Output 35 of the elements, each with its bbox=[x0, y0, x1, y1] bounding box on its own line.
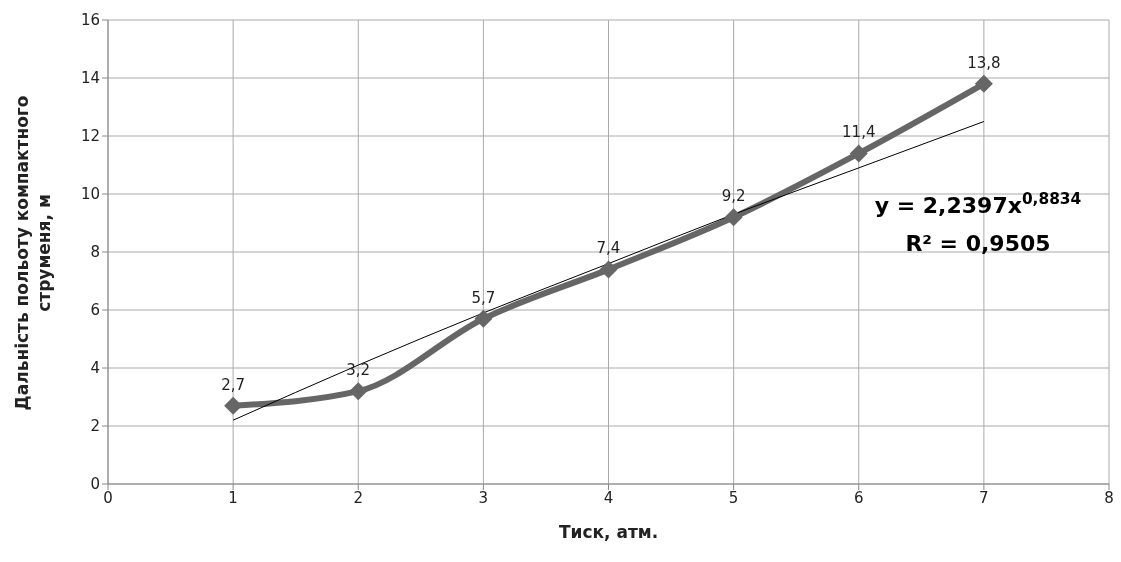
x-tick-label: 7 bbox=[979, 488, 989, 507]
y-tick-label: 0 bbox=[90, 475, 100, 494]
x-tick-label: 8 bbox=[1104, 488, 1114, 507]
data-label: 7,4 bbox=[596, 239, 621, 258]
point bbox=[474, 309, 493, 328]
x-tick-label: 2 bbox=[353, 488, 364, 507]
x-axis-title: Тиск, атм. bbox=[558, 522, 659, 543]
y-tick-label: 6 bbox=[90, 301, 100, 320]
y-tick-label: 10 bbox=[80, 185, 100, 204]
x-tick-label: 6 bbox=[853, 488, 864, 507]
point bbox=[724, 208, 743, 227]
y-tick-label: 8 bbox=[90, 243, 100, 262]
annotation: y = 2,2397x$^{0,8834}$ bbox=[874, 190, 1082, 218]
data-label: 9,2 bbox=[721, 187, 746, 206]
point bbox=[349, 382, 368, 401]
data-label: 13,8 bbox=[967, 53, 1001, 72]
x-tick-label: 4 bbox=[603, 488, 614, 507]
data-label: 3,2 bbox=[346, 361, 371, 380]
point bbox=[599, 260, 618, 279]
y-tick-label: 12 bbox=[80, 127, 100, 146]
data-label: 5,7 bbox=[471, 288, 496, 307]
y-tick-label: 2 bbox=[90, 417, 100, 436]
x-tick-label: 1 bbox=[228, 488, 238, 507]
x-tick-label: 3 bbox=[478, 488, 489, 507]
y-tick-label: 4 bbox=[90, 359, 100, 378]
data-label: 2,7 bbox=[221, 375, 246, 394]
data-label: 11,4 bbox=[842, 123, 876, 142]
y-axis-title: Дальність польоту компактного струменя, м bbox=[12, 95, 54, 411]
x-tick-label: 0 bbox=[103, 488, 113, 507]
point bbox=[974, 74, 993, 93]
x-tick-label: 5 bbox=[728, 488, 739, 507]
point bbox=[849, 144, 868, 163]
y-tick-label: 16 bbox=[80, 11, 100, 30]
y-tick-label: 14 bbox=[80, 69, 100, 88]
annotation: R² = 0,9505 bbox=[905, 231, 1051, 256]
